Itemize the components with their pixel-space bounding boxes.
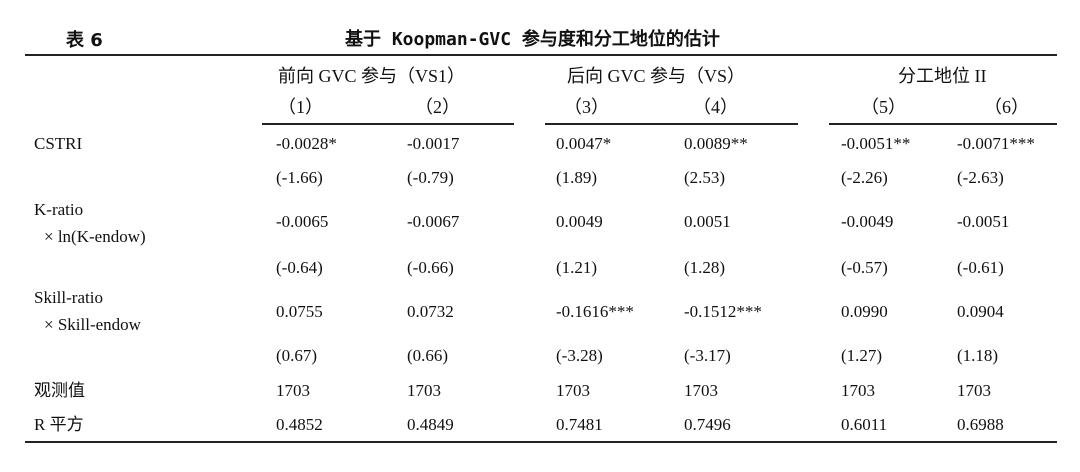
tstat-cstri-2: (-0.79) — [407, 168, 454, 187]
coef-skill-ratio-4: -0.1512*** — [684, 302, 762, 321]
r2-3: 0.7481 — [556, 415, 603, 434]
coef-k-ratio-1: -0.0065 — [276, 212, 329, 231]
r2-5: 0.6011 — [841, 415, 888, 434]
tstat-cstri-6: (-2.63) — [957, 168, 1004, 187]
obs-2: 1703 — [407, 381, 441, 400]
coef-k-ratio-5: -0.0049 — [841, 212, 894, 231]
row-label-observations: 观测值 — [34, 381, 85, 400]
tstat-cstri-1: (-1.66) — [276, 168, 323, 187]
r2-6: 0.6988 — [957, 415, 1004, 434]
coef-k-ratio-6: -0.0051 — [957, 212, 1010, 231]
column-header-5: （5） — [861, 97, 906, 117]
tstat-k-ratio-2: (-0.66) — [407, 258, 454, 277]
coef-cstri-5: -0.0051** — [841, 134, 911, 153]
group-rule-3 — [829, 123, 1057, 125]
tstat-skill-ratio-3: (-3.28) — [556, 346, 603, 365]
table-title: 基于 Koopman-GVC 参与度和分工地位的估计 — [345, 29, 720, 50]
top-rule — [25, 54, 1057, 56]
coef-skill-ratio-3: -0.1616*** — [556, 302, 634, 321]
row-label-skill-ratio: Skill-ratio — [34, 288, 103, 307]
column-header-6: （6） — [984, 97, 1029, 117]
tstat-k-ratio-5: (-0.57) — [841, 258, 888, 277]
group-rule-2 — [545, 123, 798, 125]
coef-skill-ratio-1: 0.0755 — [276, 302, 323, 321]
coef-cstri-3: 0.0047* — [556, 134, 612, 153]
row-label-k-ratio: K-ratio — [34, 200, 84, 219]
obs-3: 1703 — [556, 381, 590, 400]
coef-skill-ratio-2: 0.0732 — [407, 302, 454, 321]
group-header-division-position: 分工地位 II — [898, 66, 987, 86]
row-label-k-ratio-line2: × ln(K-endow) — [44, 227, 146, 246]
tstat-skill-ratio-1: (0.67) — [276, 346, 318, 365]
coef-cstri-4: 0.0089** — [684, 134, 748, 153]
coef-k-ratio-4: 0.0051 — [684, 212, 731, 231]
group-header-forward-gvc: 前向 GVC 参与（VS1） — [278, 66, 466, 86]
column-header-3: （3） — [564, 97, 609, 117]
group-header-backward-gvc: 后向 GVC 参与（VS） — [567, 66, 746, 86]
tstat-cstri-3: (1.89) — [556, 168, 598, 187]
bottom-rule — [25, 441, 1057, 443]
group-rule-1 — [262, 123, 514, 125]
obs-6: 1703 — [957, 381, 991, 400]
column-header-2: （2） — [415, 97, 460, 117]
tstat-skill-ratio-6: (1.18) — [957, 346, 999, 365]
r2-4: 0.7496 — [684, 415, 731, 434]
coef-k-ratio-2: -0.0067 — [407, 212, 460, 231]
tstat-cstri-5: (-2.26) — [841, 168, 888, 187]
table-label: 表 6 — [66, 30, 103, 51]
coef-cstri-6: -0.0071*** — [957, 134, 1035, 153]
coef-skill-ratio-6: 0.0904 — [957, 302, 1004, 321]
tstat-k-ratio-4: (1.28) — [684, 258, 726, 277]
r2-2: 0.4849 — [407, 415, 454, 434]
coef-cstri-1: -0.0028* — [276, 134, 337, 153]
obs-1: 1703 — [276, 381, 310, 400]
tstat-skill-ratio-5: (1.27) — [841, 346, 883, 365]
coef-cstri-2: -0.0017 — [407, 134, 460, 153]
row-label-r-squared: R 平方 — [34, 415, 84, 434]
column-header-1: （1） — [278, 97, 323, 117]
tstat-cstri-4: (2.53) — [684, 168, 726, 187]
obs-5: 1703 — [841, 381, 875, 400]
coef-skill-ratio-5: 0.0990 — [841, 302, 888, 321]
tstat-k-ratio-6: (-0.61) — [957, 258, 1004, 277]
tstat-skill-ratio-2: (0.66) — [407, 346, 449, 365]
obs-4: 1703 — [684, 381, 718, 400]
column-header-4: （4） — [693, 97, 738, 117]
tstat-skill-ratio-4: (-3.17) — [684, 346, 731, 365]
row-label-skill-ratio-line2: × Skill-endow — [44, 315, 141, 334]
coef-k-ratio-3: 0.0049 — [556, 212, 603, 231]
r2-1: 0.4852 — [276, 415, 323, 434]
tstat-k-ratio-1: (-0.64) — [276, 258, 323, 277]
row-label-cstri: CSTRI — [34, 134, 83, 153]
tstat-k-ratio-3: (1.21) — [556, 258, 598, 277]
